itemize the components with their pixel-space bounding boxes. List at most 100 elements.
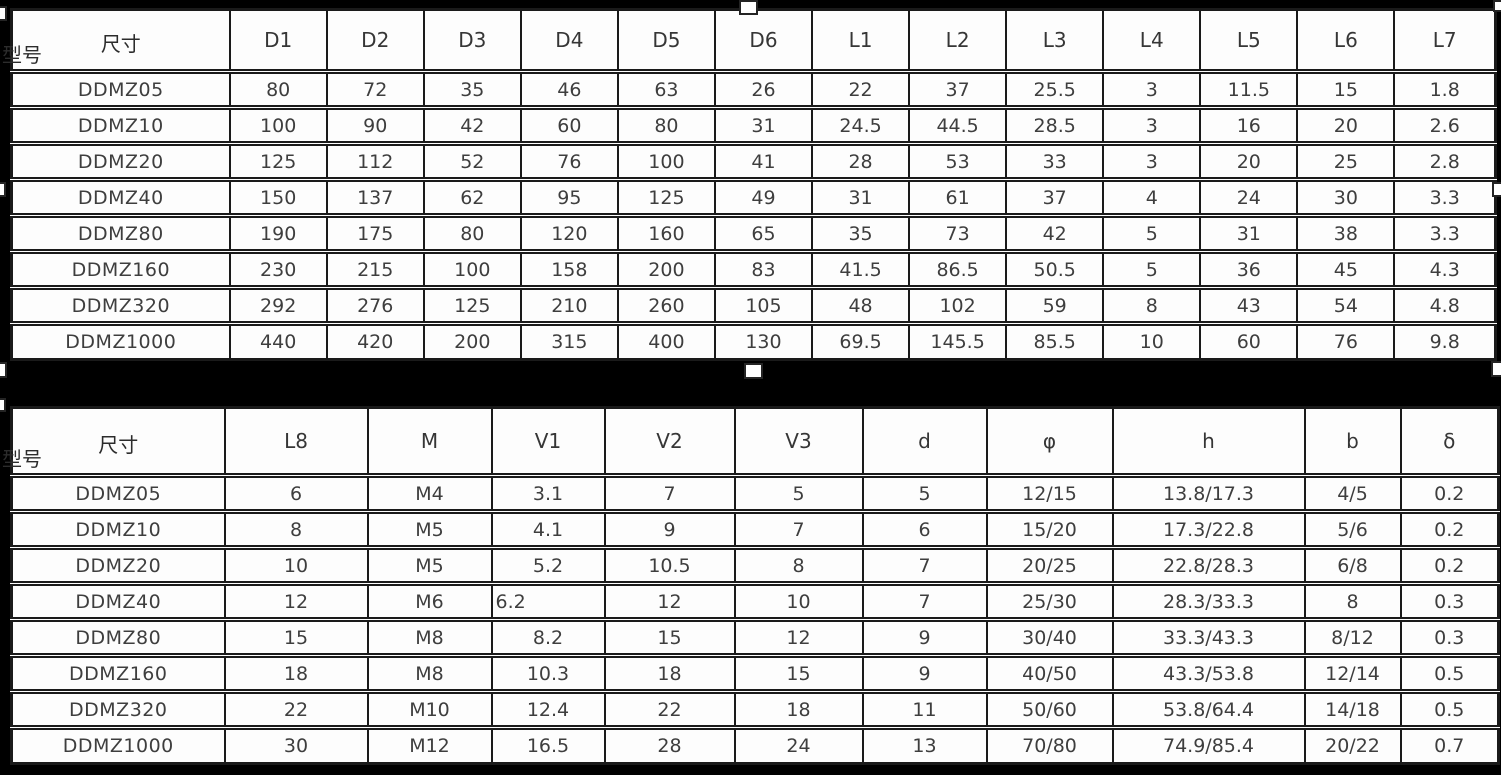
column-header: V3 xyxy=(733,406,864,478)
selection-handle-middle-left[interactable] xyxy=(0,182,6,197)
column-header: D1 xyxy=(228,8,328,74)
selection-handle-table2-top-left[interactable] xyxy=(0,398,6,412)
value-cell: 36 xyxy=(1199,249,1299,288)
table-row: DDMZ160 230 215 100 158 200 83 41.5 86.5 50.5 5 36 4… xyxy=(10,249,1497,288)
value-cell: 5 xyxy=(733,473,864,512)
value-cell: 9.8 xyxy=(1393,321,1497,360)
value-cell: 22 xyxy=(603,689,736,728)
value-cell: 12.4 xyxy=(490,689,606,728)
table-row: DDMZ160 18 M8 10.3 18 15 9 40/50 43.3/53.8 12/14 0… xyxy=(10,653,1500,692)
value-cell: 28 xyxy=(603,725,736,764)
table-row: DDMZ10 8 M5 4.1 9 7 6 15/20 17.3/22.8 5/6 0.2 xyxy=(10,509,1500,548)
table-row: DDMZ10 100 90 42 60 80 31 24.5 44.5 28.5 3 16 20 2.6 xyxy=(10,105,1497,144)
value-cell: 130 xyxy=(713,321,814,360)
corner-model-label: 型号 xyxy=(2,447,42,471)
column-header: φ xyxy=(985,406,1114,478)
value-cell: 15 xyxy=(603,617,736,656)
value-cell: 276 xyxy=(325,285,425,324)
model-cell: DDMZ160 xyxy=(10,249,231,288)
value-cell: 4.8 xyxy=(1393,285,1497,324)
value-cell: 100 xyxy=(228,105,328,144)
column-header: b xyxy=(1303,406,1402,478)
value-cell: 61 xyxy=(908,177,1008,216)
model-cell: DDMZ05 xyxy=(10,473,226,512)
value-cell: M5 xyxy=(366,509,493,548)
value-cell: 10.3 xyxy=(490,653,606,692)
value-cell: 95 xyxy=(519,177,619,216)
value-cell: 7 xyxy=(861,545,988,584)
value-cell: 60 xyxy=(519,105,619,144)
value-cell: 3.1 xyxy=(490,473,606,512)
value-cell: 2.8 xyxy=(1393,141,1497,180)
value-cell: 15 xyxy=(1296,69,1396,108)
value-cell: 0.2 xyxy=(1399,545,1500,584)
value-cell: 292 xyxy=(228,285,328,324)
table-row: DDMZ320 292 276 125 210 260 105 48 102 59 8 43 54 4.8 xyxy=(10,285,1497,324)
value-cell: 69.5 xyxy=(811,321,911,360)
value-cell: 33.3/43.3 xyxy=(1111,617,1306,656)
value-cell: 20 xyxy=(1296,105,1396,144)
selection-handle-middle-right[interactable] xyxy=(1492,182,1501,197)
value-cell: 80 xyxy=(616,105,716,144)
value-cell: 17.3/22.8 xyxy=(1111,509,1306,548)
value-cell: 16 xyxy=(1199,105,1299,144)
table-row: DDMZ80 190 175 80 120 160 65 35 73 42 5 31 38 3.3 xyxy=(10,213,1497,252)
value-cell: 35 xyxy=(811,213,911,252)
column-header: M xyxy=(366,406,493,478)
selection-handle-top-center[interactable] xyxy=(739,0,758,15)
value-cell: 50.5 xyxy=(1005,249,1105,288)
selection-handle-bottom-left[interactable] xyxy=(0,362,7,378)
model-cell: DDMZ40 xyxy=(10,177,231,216)
value-cell: 6/8 xyxy=(1303,545,1402,584)
value-cell: 48 xyxy=(811,285,911,324)
value-cell: 3.3 xyxy=(1393,213,1497,252)
selection-handle-top-right[interactable] xyxy=(1493,0,1501,12)
selection-handle-top-left[interactable] xyxy=(0,6,7,21)
table-row: DDMZ05 80 72 35 46 63 26 22 37 25.5 3 11.5 15 1.8 xyxy=(10,69,1497,108)
value-cell: 15/20 xyxy=(985,509,1114,548)
value-cell: 22.8/28.3 xyxy=(1111,545,1306,584)
column-header: h xyxy=(1111,406,1306,478)
selection-handle-bottom-center[interactable] xyxy=(744,363,763,379)
value-cell: 15 xyxy=(223,617,369,656)
table-row: DDMZ20 10 M5 5.2 10.5 8 7 20/25 22.8/28.3 6/8 0.2 xyxy=(10,545,1500,584)
value-cell: 8 xyxy=(1303,581,1402,620)
value-cell: 63 xyxy=(616,69,716,108)
value-cell: 16.5 xyxy=(490,725,606,764)
value-cell: 18 xyxy=(733,689,864,728)
value-cell: 160 xyxy=(616,213,716,252)
model-cell: DDMZ40 xyxy=(10,581,226,620)
value-cell: 85.5 xyxy=(1005,321,1105,360)
column-header: L3 xyxy=(1005,8,1105,74)
value-cell: 8 xyxy=(223,509,369,548)
value-cell: 9 xyxy=(861,653,988,692)
value-cell: 72 xyxy=(325,69,425,108)
value-cell: 13.8/17.3 xyxy=(1111,473,1306,512)
value-cell: 5 xyxy=(1102,249,1202,288)
selection-handle-bottom-right[interactable] xyxy=(1491,361,1501,377)
value-cell: 260 xyxy=(616,285,716,324)
value-cell: 0.7 xyxy=(1399,725,1500,764)
table-row: DDMZ320 22 M10 12.4 22 18 11 50/60 53.8/64.4 14/1… xyxy=(10,689,1500,728)
value-cell: 50/60 xyxy=(985,689,1114,728)
value-cell: M5 xyxy=(366,545,493,584)
value-cell: 20/22 xyxy=(1303,725,1402,764)
column-header: D4 xyxy=(519,8,619,74)
value-cell: 20/25 xyxy=(985,545,1114,584)
model-cell: DDMZ1000 xyxy=(10,725,226,764)
value-cell: 14/18 xyxy=(1303,689,1402,728)
value-cell: 100 xyxy=(422,249,522,288)
value-cell: 59 xyxy=(1005,285,1105,324)
value-cell: 38 xyxy=(1296,213,1396,252)
value-cell: 5 xyxy=(1102,213,1202,252)
value-cell: 4 xyxy=(1102,177,1202,216)
column-header: V2 xyxy=(603,406,736,478)
value-cell: 65 xyxy=(713,213,814,252)
value-cell: 0.2 xyxy=(1399,509,1500,548)
column-header: D6 xyxy=(713,8,814,74)
value-cell: 1.8 xyxy=(1393,69,1497,108)
value-cell: 6.2 xyxy=(490,581,606,620)
table-row: DDMZ40 150 137 62 95 125 49 31 61 37 4 24 30 3.3 xyxy=(10,177,1497,216)
value-cell: 190 xyxy=(228,213,328,252)
